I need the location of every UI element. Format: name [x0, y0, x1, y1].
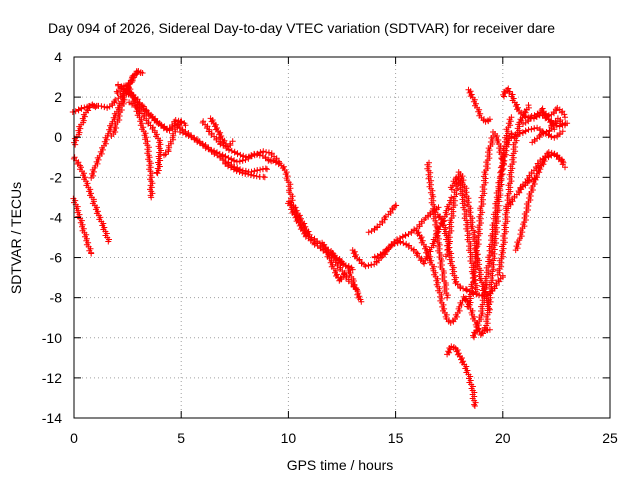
data-point-markers [424, 159, 451, 301]
y-tick-label: -10 [42, 330, 62, 346]
data-point-markers [512, 150, 566, 254]
plot-frame [73, 56, 611, 419]
x-axis-label: GPS time / hours [287, 457, 394, 473]
data-point-markers [329, 249, 365, 305]
data-point-markers [207, 115, 236, 150]
x-tick-label: 25 [602, 430, 618, 446]
data-track [494, 102, 532, 278]
data-point-markers [222, 159, 268, 181]
y-tick-label: -2 [50, 169, 63, 185]
data-point-markers [126, 99, 164, 177]
y-tick-label: -4 [50, 209, 63, 225]
data-track [71, 101, 99, 148]
data-track [481, 114, 515, 333]
data-track [329, 249, 365, 305]
data-track [319, 239, 348, 284]
y-axis-label: SDTVAR / TECUs [8, 182, 24, 294]
data-track [424, 159, 451, 301]
x-tick-label: 10 [281, 430, 297, 446]
y-tick-label: -12 [42, 370, 62, 386]
y-tick-label: -6 [50, 250, 63, 266]
data-point-markers [319, 239, 348, 284]
data-point-markers [71, 101, 99, 148]
x-tick-label: 15 [388, 430, 404, 446]
data-point-markers [444, 343, 479, 409]
data-point-markers [434, 194, 455, 226]
y-tick-label: 0 [54, 129, 62, 145]
x-tick-label: 5 [177, 430, 185, 446]
data-point-markers [413, 227, 493, 338]
data-track [444, 343, 479, 409]
data-track [161, 118, 185, 159]
data-point-markers [70, 195, 95, 257]
data-track [413, 227, 493, 338]
data-point-markers [465, 86, 493, 125]
x-tick-label: 0 [70, 430, 78, 446]
data-track [70, 195, 95, 257]
x-tick-label: 20 [495, 430, 511, 446]
grid-lines [74, 57, 610, 418]
data-points [69, 68, 571, 409]
data-point-markers [494, 102, 532, 278]
data-track [222, 159, 268, 181]
data-track [520, 104, 568, 127]
chart-title: Day 094 of 2026, Sidereal Day-to-day VTE… [48, 20, 555, 36]
y-tick-label: 2 [54, 89, 62, 105]
data-point-markers [161, 118, 185, 159]
data-point-markers [520, 104, 568, 127]
data-track [70, 154, 112, 245]
data-point-markers [365, 202, 400, 236]
data-track [464, 129, 506, 310]
y-tick-label: -14 [42, 410, 62, 426]
data-track [365, 202, 400, 236]
data-point-markers [464, 129, 506, 310]
data-track [207, 115, 236, 150]
data-track [434, 194, 455, 226]
data-point-markers [70, 154, 112, 245]
y-tick-label: -8 [50, 290, 63, 306]
data-track [512, 150, 566, 254]
y-tick-label: 4 [54, 49, 62, 65]
data-track [126, 99, 164, 177]
data-track [465, 86, 493, 125]
data-point-markers [481, 114, 515, 333]
